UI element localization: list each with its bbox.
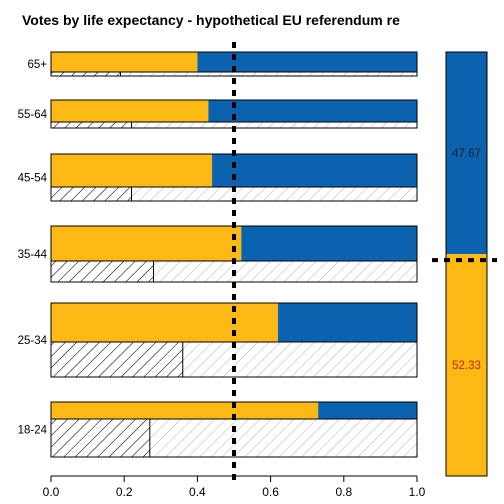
bar-remain-65+ [197, 52, 417, 72]
hatch-bar-light-65+ [51, 72, 417, 76]
bar-leave-18-24 [51, 402, 319, 419]
x-axis: 0.0 0.2 0.4 0.6 0.8 1.0 [43, 475, 426, 499]
bar-leave-45-54 [51, 154, 213, 187]
summary-bar: 47.67 52.33 [432, 51, 497, 477]
summary-leave-label: 52.33 [452, 360, 481, 372]
category-label: 18-24 [18, 425, 48, 437]
hatch-bar-light-55-64 [51, 122, 417, 128]
category-label: 25-34 [18, 335, 48, 347]
category-label: 35-44 [18, 249, 48, 261]
hatch-bar-dark-25-34 [51, 342, 183, 377]
bar-remain-18-24 [318, 402, 417, 419]
x-tick-label: 0.4 [189, 485, 206, 499]
x-tick-label: 0.8 [335, 485, 352, 499]
bar-leave-35-44 [51, 226, 242, 261]
bar-leave-25-34 [51, 303, 278, 342]
x-tick-label: 0.2 [116, 485, 133, 499]
hatch-bar-dark-65+ [51, 72, 121, 76]
x-tick-label: 0.6 [262, 485, 279, 499]
hatch-bar-light-45-54 [51, 187, 417, 201]
x-tick-label: 0.0 [43, 485, 60, 499]
hatch-bar-dark-18-24 [51, 419, 150, 457]
x-tick-label: 1.0 [409, 485, 426, 499]
bar-remain-25-34 [277, 303, 417, 342]
hatch-bar-dark-35-44 [51, 261, 154, 282]
bar-remain-35-44 [241, 226, 417, 261]
chart-title: Votes by life expectancy - hypothetical … [22, 12, 400, 28]
hatch-bar-dark-45-54 [51, 187, 132, 201]
bar-remain-55-64 [208, 100, 417, 122]
summary-remain-label: 47.67 [452, 148, 481, 160]
bar-remain-45-54 [212, 154, 417, 187]
category-label: 55-64 [18, 109, 48, 121]
summary-leave-segment [446, 254, 487, 476]
category-label: 65+ [27, 59, 47, 71]
bar-group: 18-24 25-34 35-44 45-54 55-64 65+ [18, 42, 418, 482]
summary-remain-segment [446, 52, 487, 255]
hatch-bar-dark-55-64 [51, 122, 132, 128]
category-label: 45-54 [18, 173, 48, 185]
summary-outline [445, 51, 488, 477]
bar-leave-65+ [51, 52, 198, 72]
bar-leave-55-64 [51, 100, 209, 122]
